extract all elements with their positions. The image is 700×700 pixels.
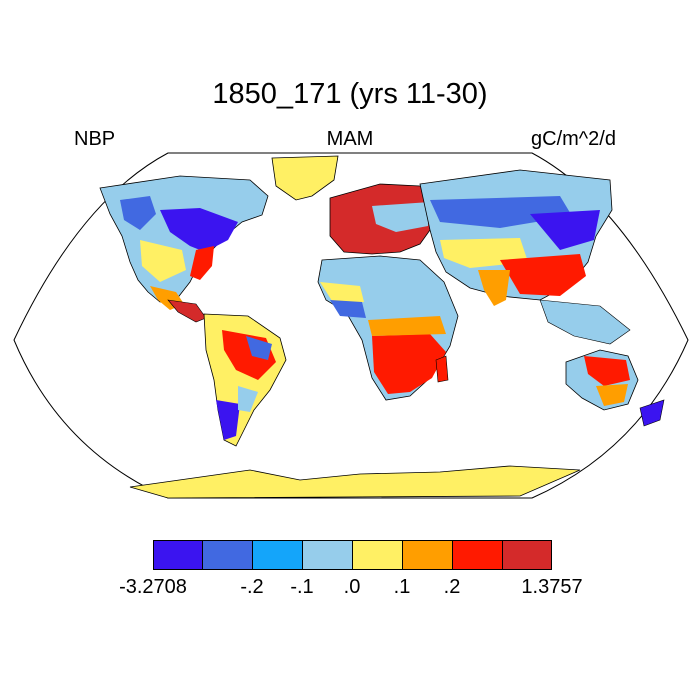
- colorbar-label-max: 1.3757: [521, 576, 583, 598]
- colorbar-swatch-1: [153, 540, 203, 570]
- colorbar-label-2: -.2: [240, 576, 264, 598]
- colorbar-label-4: .0: [343, 576, 361, 598]
- eu-lightblue: [372, 202, 430, 232]
- madagascar: [435, 355, 449, 383]
- na-yellow-plains: [140, 240, 186, 282]
- sa-lightblue: [238, 386, 258, 412]
- new-zealand: [639, 399, 665, 427]
- colorbar-label-5: .1: [393, 576, 411, 598]
- land-antarctica: [129, 465, 581, 499]
- af-yellow-sahel: [320, 282, 364, 304]
- colorbar-swatch-2: [202, 540, 253, 570]
- as-orange-india: [478, 270, 510, 306]
- map-title: 1850_171 (yrs 11-30): [212, 78, 488, 110]
- colorbar-swatch-6: [402, 540, 453, 570]
- as-red-south: [500, 254, 586, 296]
- colorbar-label-3: -.1: [290, 576, 314, 598]
- au-orange: [596, 384, 628, 406]
- af-orange-band: [368, 316, 446, 336]
- se-asia: [539, 299, 631, 345]
- colorbar-swatch-8: [502, 540, 552, 570]
- sa-blue-east: [246, 336, 272, 360]
- as-darkblue-east: [530, 210, 600, 250]
- na-red-southeast: [190, 246, 214, 280]
- colorbar-label-6: .2: [443, 576, 461, 598]
- land-greenland: [271, 155, 339, 201]
- colorbar-swatch-7: [452, 540, 503, 570]
- sa-blue-south: [216, 400, 240, 440]
- colorbar-swatch-3: [252, 540, 303, 570]
- au-red-north: [584, 356, 630, 386]
- colorbar-swatch-5: [352, 540, 403, 570]
- af-blue-west: [330, 300, 366, 318]
- colorbar-label-min: -3.2708: [119, 576, 187, 598]
- variable-label: NBP: [74, 128, 116, 150]
- af-red-south: [372, 334, 446, 394]
- central-america: [167, 299, 207, 323]
- na-blue-west: [120, 196, 156, 230]
- colorbar-swatch-4: [302, 540, 353, 570]
- na-blue-east: [160, 208, 238, 252]
- units-label: gC/m^2/d: [531, 128, 616, 150]
- season-label: MAM: [326, 128, 374, 150]
